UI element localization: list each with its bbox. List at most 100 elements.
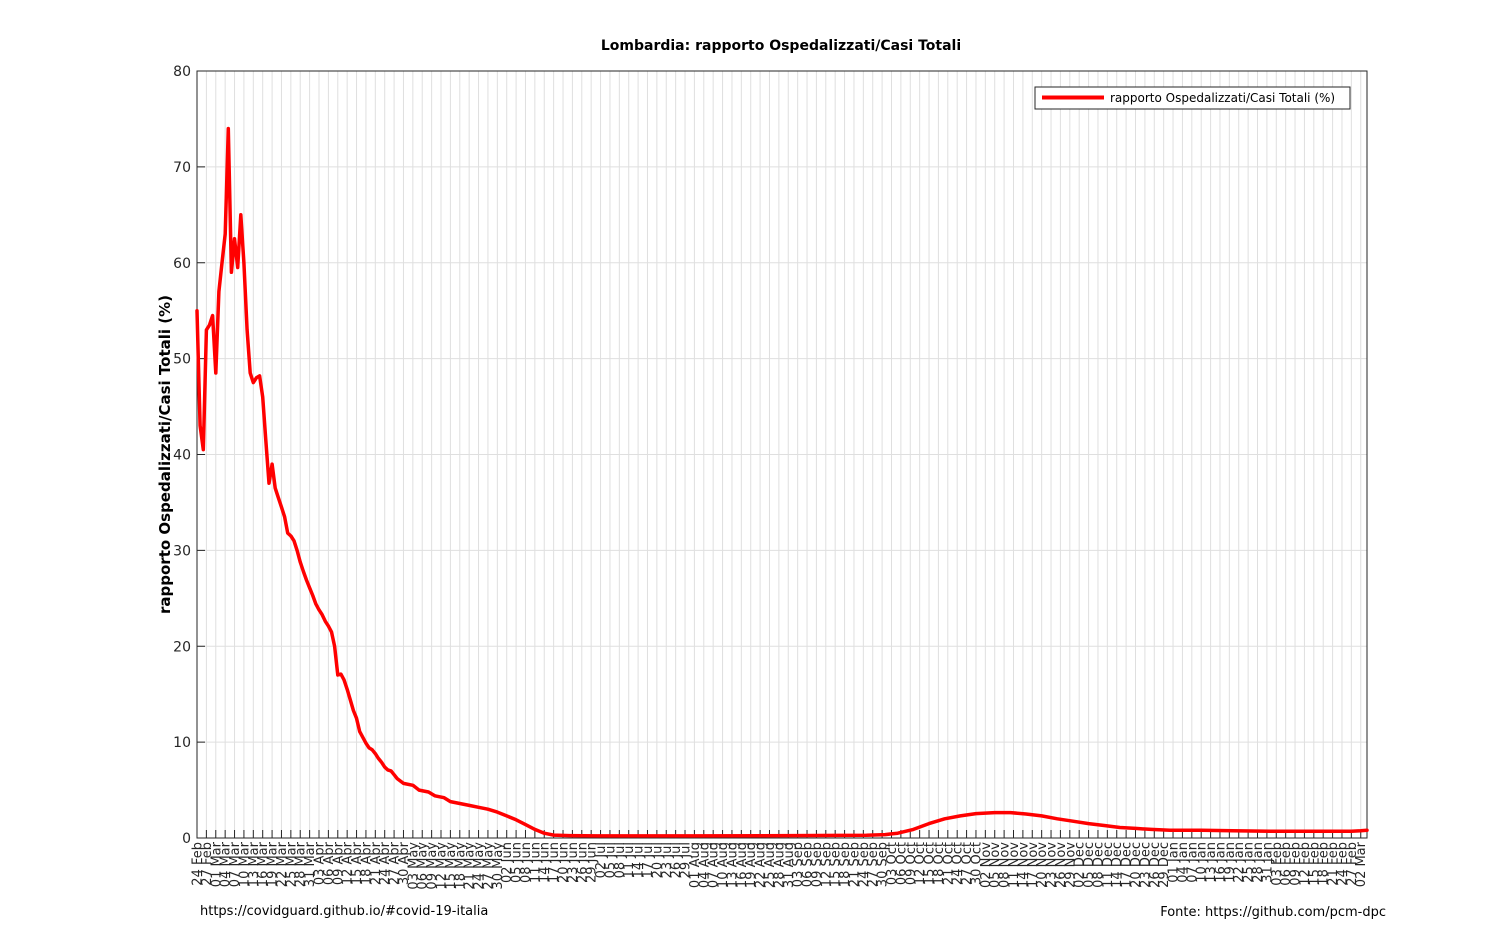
x-tick-label: 16 Mar — [256, 841, 271, 887]
x-tick-label: 20 Jul — [650, 842, 665, 878]
footer-credit: Fonte: https://github.com/pcm-dpc — [1160, 905, 1386, 920]
x-tick-label: 16 Jan — [1213, 842, 1228, 883]
x-tick-label: 28 Aug — [772, 842, 787, 888]
x-tick-label: 12 Oct — [913, 842, 928, 885]
y-tick-label: 80 — [173, 64, 191, 80]
x-tick-label: 13 Mar — [247, 841, 262, 887]
y-tick-label: 0 — [182, 831, 191, 847]
x-tick-label: 05 Jul — [603, 842, 618, 878]
x-tick-label: 30 Sep — [876, 842, 891, 887]
x-tick-label: 06 May — [416, 842, 431, 890]
x-tick-label: 18 May — [453, 842, 468, 890]
x-tick-label: 09 Apr — [331, 841, 346, 885]
x-tick-label: 15 May — [444, 842, 459, 890]
y-tick-label: 70 — [173, 160, 191, 176]
x-tick-label: 24 Sep — [857, 842, 872, 887]
x-tick-label: 01 Mar — [209, 841, 224, 887]
x-tick-label: 27 Oct — [960, 842, 975, 885]
x-tick-label: 03 Oct — [885, 842, 900, 885]
x-tick-label: 15 Sep — [829, 842, 844, 887]
x-tick-label: 14 Nov — [1016, 842, 1031, 888]
legend-label: rapporto Ospedalizzati/Casi Totali (%) — [1110, 91, 1335, 105]
x-tick-label: 20 Dec — [1129, 842, 1144, 888]
y-tick-label: 10 — [173, 735, 191, 751]
x-tick-label: 10 Jan — [1195, 842, 1210, 883]
x-tick-label: 19 Mar — [266, 841, 281, 887]
x-tick-label: 04 Mar — [219, 841, 234, 887]
x-tick-label: 27 Feb — [200, 842, 215, 886]
x-tick-label: 27 Feb — [1345, 842, 1360, 886]
x-tick-label: 04 Jan — [1176, 842, 1191, 883]
x-tick-label: 06 Oct — [894, 842, 909, 885]
chart-title: Lombardia: rapporto Ospedalizzati/Casi T… — [601, 38, 961, 54]
x-tick-label: 02 Jun — [500, 842, 515, 883]
x-tick-label: 18 Oct — [932, 842, 947, 885]
x-tick-label: 22 Aug — [754, 842, 769, 888]
x-tick-label: 10 Aug — [716, 842, 731, 888]
x-tick-label: 03 May — [406, 842, 421, 890]
x-tick-label: 23 Jun — [566, 842, 581, 883]
x-tick-label: 28 Jan — [1251, 842, 1266, 883]
x-tick-label: 13 Jan — [1204, 842, 1219, 883]
x-tick-label: 31 Aug — [782, 842, 797, 888]
x-tick-label: 02 Nov — [979, 842, 994, 888]
x-tick-label: 02 Jul — [594, 842, 609, 878]
x-tick-label: 22 Mar — [275, 841, 290, 887]
x-tick-label: 09 Oct — [904, 842, 919, 885]
x-tick-label: 01 Aug — [688, 842, 703, 888]
x-tick-label: 11 Jun — [528, 842, 543, 883]
x-tick-label: 24 Apr — [378, 841, 393, 885]
x-tick-label: 25 Jan — [1242, 842, 1257, 883]
x-tick-label: 15 Feb — [1307, 842, 1322, 886]
x-tick-label: 03 Apr — [313, 841, 328, 885]
x-tick-label: 20 Jun — [557, 842, 572, 883]
x-tick-label: 12 Apr — [341, 841, 356, 885]
y-tick-label: 60 — [173, 256, 191, 272]
x-tick-label: 31 Mar — [303, 841, 318, 887]
x-tick-label: 18 Feb — [1317, 842, 1332, 886]
x-tick-label: 07 Mar — [228, 841, 243, 887]
x-tick-label: 26 Dec — [1148, 842, 1163, 888]
x-tick-label: 21 Oct — [941, 842, 956, 885]
x-tick-label: 19 Jan — [1223, 842, 1238, 883]
x-tick-label: 08 Jun — [519, 842, 534, 883]
x-tick-label: 26 Jun — [575, 842, 590, 883]
x-tick-label: 11 Nov — [1007, 842, 1022, 888]
x-tick-label: 20 Nov — [1035, 842, 1050, 888]
y-axis-ticks: 0 10 20 30 40 50 60 70 80 — [173, 64, 205, 847]
x-tick-label: 02 Dec — [1073, 842, 1088, 888]
series-layer — [195, 126, 1369, 838]
y-tick-label: 20 — [173, 639, 191, 655]
x-tick-label: 27 Sep — [866, 842, 881, 887]
x-tick-label: 18 Apr — [359, 841, 374, 885]
x-tick-label: 17 Dec — [1120, 842, 1135, 888]
x-tick-label: 03 Sep — [791, 842, 806, 887]
x-tick-label: 11 Jul — [622, 842, 637, 878]
y-axis-label: rapporto Ospedalizzati/Casi Totali (%) — [156, 295, 174, 614]
x-tick-label: 05 Dec — [1082, 842, 1097, 888]
x-tick-label: 15 Apr — [350, 841, 365, 885]
x-tick-label: 14 Dec — [1110, 842, 1125, 888]
x-tick-label: 08 Nov — [998, 842, 1013, 888]
x-tick-label: 06 Apr — [322, 841, 337, 885]
legend-box — [1034, 86, 1351, 110]
x-tick-label: 14 Jun — [538, 842, 553, 883]
x-tick-label: 24 Feb — [1335, 842, 1350, 886]
x-tick-label: 21 May — [463, 842, 478, 890]
x-tick-label: 22 Jan — [1232, 842, 1247, 883]
x-tick-label: 29 Dec — [1157, 842, 1172, 888]
x-tick-label: 15 Oct — [923, 842, 938, 885]
x-tick-label: 27 Apr — [388, 841, 403, 885]
x-tick-label: 09 Sep — [810, 842, 825, 887]
x-tick-label: 26 Jul — [669, 842, 684, 878]
x-tick-label: 30 May — [491, 842, 506, 890]
footer-source-link[interactable]: https://covidguard.github.io/#covid-19-i… — [200, 904, 489, 919]
x-tick-label: 29 Jun — [585, 842, 600, 883]
x-tick-label: 03 Feb — [1270, 842, 1285, 886]
x-tick-label: 29 Jul — [679, 842, 694, 878]
series-line — [195, 126, 1369, 838]
legend[interactable]: rapporto Ospedalizzati/Casi Totali (%) — [1034, 86, 1351, 110]
x-tick-label: 31 Jan — [1260, 842, 1275, 883]
x-tick-label: 19 Aug — [744, 842, 759, 888]
